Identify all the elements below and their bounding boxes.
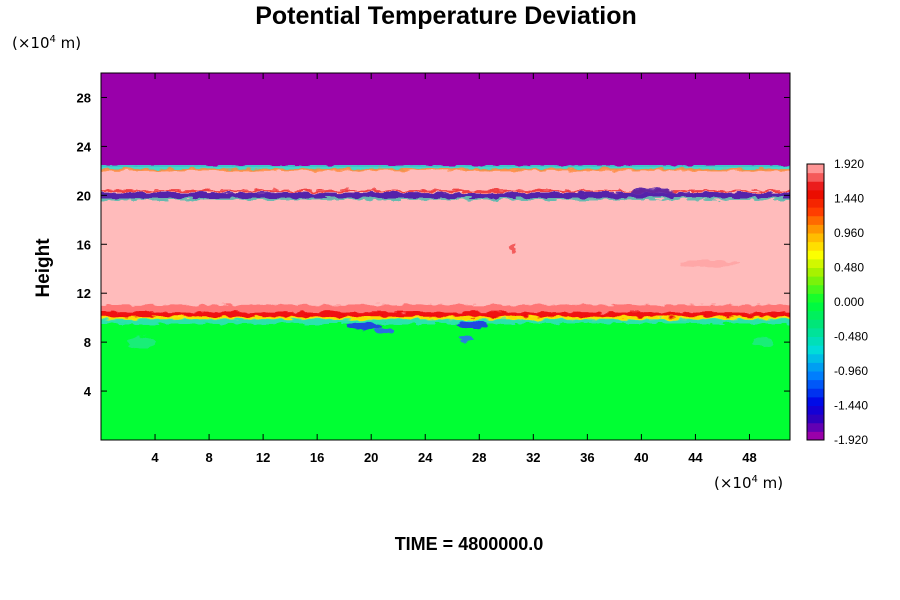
y-tick-label: 16 [77,237,91,252]
patch-blue-2 [374,328,395,335]
colorbar-frame [806,163,825,441]
plot-frame [100,72,791,441]
colorbar-segment [807,379,824,389]
band-top-orange [101,168,790,171]
colorbar-segment [807,362,824,372]
colorbar-tick-label: -1.920 [834,433,868,447]
colorbar-tick-label: 1.440 [834,192,864,206]
colorbar-segment [807,310,824,320]
x-tick-label: 28 [472,450,486,465]
colorbar-segment [807,172,824,182]
patch-pink-1 [678,260,739,267]
x-tick-label: 36 [580,450,594,465]
colorbar-segment [807,414,824,424]
patch-purple-mid [630,188,675,195]
patch-blue-1 [346,322,383,331]
y-tick-label: 20 [77,188,91,203]
colorbar-segment [807,241,824,251]
colorbar-segment [807,336,824,346]
colorbar-tick-label: 1.920 [834,157,864,171]
band-lower-pink [101,304,790,316]
colorbar-tick-label: 0.480 [834,261,864,275]
colorbar-segment [807,250,824,260]
x-tick-label: 48 [742,450,756,465]
colorbar-segment [807,319,824,329]
x-tick-label: 4 [151,450,159,465]
chart-title: Potential Temperature Deviation [255,2,637,30]
colorbar-segment [807,164,824,174]
band-lower-cyan [101,319,790,324]
colorbar-segment [807,293,824,303]
band-mid-red [101,190,790,192]
x-tick-label: 8 [205,450,212,465]
y-axis-label: Height [33,238,54,298]
patch-red-1 [510,244,517,255]
colorbar-tick-label: -0.960 [834,364,868,378]
band-top-cyan [101,165,790,170]
colorbar-segment [807,224,824,234]
colorbar-segment [807,284,824,294]
time-footer: TIME = 4800000.0 [395,534,544,554]
colorbar-segment [807,405,824,415]
colorbar-segment [807,302,824,312]
region-lower-layer [101,317,790,440]
x-tick-label: 32 [526,450,540,465]
y-tick-label: 12 [77,286,91,301]
colorbar-ticks: 1.920 1.440 0.960 0.480 0.000 -0.480 -0.960 -1.… [834,157,868,447]
colorbar-tick-label: -0.480 [834,330,868,344]
patch-cyan-right [752,337,773,348]
colorbar-segment [807,422,824,432]
band-lower-red [101,312,790,319]
colorbar-segment [807,207,824,217]
heatmap-regions [101,73,790,440]
band-mid-purple [101,192,790,199]
patch-blue-4 [458,335,473,342]
colorbar-segment [807,371,824,381]
plot-area [101,73,790,440]
region-upper-layer [101,73,790,168]
colorbar [806,163,825,441]
y-axis-ticks: 4 8 12 16 20 24 28 [77,90,790,399]
x-tick-label: 16 [310,450,324,465]
heatmap-details [101,165,790,349]
band-lower-yellow [101,316,790,320]
colorbar-segment [807,258,824,268]
colorbar-segment [807,233,824,243]
colorbar-tick-label: -1.440 [834,399,868,413]
colorbar-segment [807,189,824,199]
colorbar-segment [807,431,824,441]
colorbar-segment [807,396,824,406]
x-axis-ticks: 4 8 12 16 20 24 28 32 36 40 44 48 [151,73,757,465]
x-tick-label: 40 [634,450,648,465]
colorbar-segment [807,388,824,398]
colorbar-segment [807,345,824,355]
colorbar-segment [807,327,824,337]
patch-blue-3 [456,321,489,330]
colorbar-tick-label: 0.960 [834,226,864,240]
x-tick-label: 20 [364,450,378,465]
x-tick-label: 24 [418,450,433,465]
colorbar-tick-label: 0.000 [834,295,864,309]
y-tick-label: 4 [84,384,92,399]
y-tick-label: 8 [84,335,91,350]
colorbar-segment [807,267,824,277]
x-tick-label: 44 [688,450,703,465]
colorbar-segment [807,198,824,208]
y-tick-label: 24 [77,139,92,154]
y-tick-label: 28 [77,90,91,105]
y-axis-unit: (×104 m) [12,34,81,52]
region-middle-layer [101,167,790,318]
patch-cyan-left [127,336,156,349]
colorbar-segment [807,215,824,225]
x-axis-unit: (×104 m) [714,474,783,492]
x-tick-label: 12 [256,450,270,465]
colorbar-segment [807,276,824,286]
colorbar-segment [807,181,824,191]
band-mid-cyan [101,198,790,200]
colorbar-segment [807,353,824,363]
